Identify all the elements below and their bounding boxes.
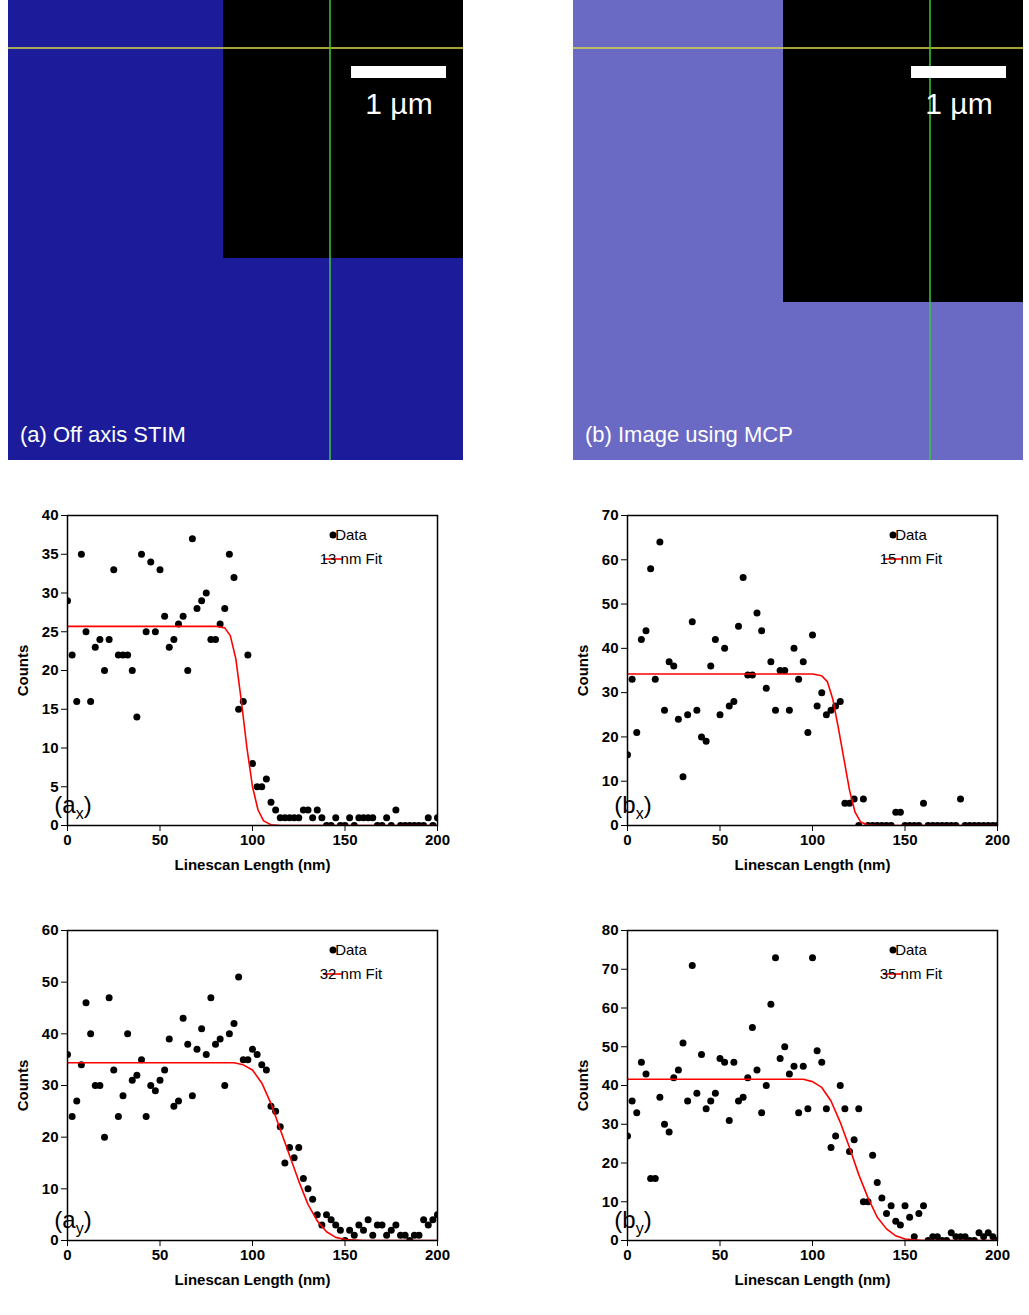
svg-text:(by): (by)	[614, 1206, 651, 1237]
svg-text:150: 150	[332, 831, 357, 848]
svg-text:60: 60	[42, 921, 59, 938]
svg-text:0: 0	[623, 831, 631, 848]
svg-text:32 nm Fit: 32 nm Fit	[320, 965, 383, 982]
svg-text:Data: Data	[335, 526, 367, 543]
svg-text:150: 150	[332, 1246, 357, 1263]
svg-text:50: 50	[152, 1246, 169, 1263]
svg-text:150: 150	[892, 1246, 917, 1263]
svg-text:(b) Image using MCP: (b) Image using MCP	[585, 422, 793, 447]
svg-text:Linescan Length (nm): Linescan Length (nm)	[735, 1271, 891, 1288]
svg-text:10: 10	[42, 1180, 59, 1197]
svg-text:Linescan Length (nm): Linescan Length (nm)	[735, 856, 891, 873]
svg-text:20: 20	[602, 728, 619, 745]
svg-text:0: 0	[610, 1231, 618, 1248]
svg-text:25: 25	[42, 623, 59, 640]
svg-text:(ay): (ay)	[54, 1206, 91, 1237]
svg-text:70: 70	[602, 506, 619, 523]
svg-text:40: 40	[42, 1025, 59, 1042]
svg-text:80: 80	[602, 921, 619, 938]
svg-text:30: 30	[42, 1076, 59, 1093]
svg-text:50: 50	[712, 831, 729, 848]
svg-text:200: 200	[425, 1246, 450, 1263]
svg-text:10: 10	[602, 772, 619, 789]
svg-text:40: 40	[602, 1076, 619, 1093]
svg-text:0: 0	[610, 816, 618, 833]
svg-text:1 µm: 1 µm	[365, 87, 432, 120]
svg-text:0: 0	[63, 831, 71, 848]
svg-text:35: 35	[42, 545, 59, 562]
svg-text:20: 20	[602, 1154, 619, 1171]
svg-text:5: 5	[50, 777, 59, 795]
svg-text:0: 0	[63, 1246, 71, 1263]
svg-text:20: 20	[42, 1128, 59, 1145]
svg-text:35 nm Fit: 35 nm Fit	[880, 965, 943, 982]
svg-text:Data: Data	[335, 941, 367, 958]
svg-text:0: 0	[50, 1231, 58, 1248]
svg-text:60: 60	[602, 551, 619, 568]
svg-text:(a) Off axis STIM: (a) Off axis STIM	[20, 422, 186, 447]
svg-text:15 nm Fit: 15 nm Fit	[880, 550, 943, 567]
svg-text:1 µm: 1 µm	[925, 87, 992, 120]
svg-text:100: 100	[240, 831, 265, 848]
svg-text:200: 200	[985, 1246, 1010, 1263]
svg-text:Data: Data	[895, 941, 927, 958]
svg-text:40: 40	[42, 506, 59, 523]
svg-text:50: 50	[712, 1246, 729, 1263]
svg-text:30: 30	[602, 683, 619, 700]
svg-text:13 nm Fit: 13 nm Fit	[320, 550, 383, 567]
svg-text:Counts: Counts	[14, 1060, 31, 1112]
svg-text:Data: Data	[895, 526, 927, 543]
svg-text:50: 50	[602, 1038, 619, 1055]
svg-text:50: 50	[602, 595, 619, 612]
svg-text:70: 70	[602, 960, 619, 977]
svg-text:100: 100	[240, 1246, 265, 1263]
svg-text:150: 150	[892, 831, 917, 848]
svg-text:(ax): (ax)	[54, 791, 91, 822]
svg-text:50: 50	[42, 973, 59, 990]
svg-text:Counts: Counts	[574, 1060, 591, 1112]
svg-text:200: 200	[985, 831, 1010, 848]
svg-text:40: 40	[602, 639, 619, 656]
svg-text:0: 0	[50, 816, 58, 833]
svg-text:200: 200	[425, 831, 450, 848]
svg-text:15: 15	[42, 700, 59, 717]
svg-text:30: 30	[602, 1115, 619, 1132]
svg-text:30: 30	[42, 584, 59, 601]
svg-text:Linescan Length (nm): Linescan Length (nm)	[175, 856, 331, 873]
svg-text:10: 10	[42, 739, 59, 756]
svg-text:0: 0	[623, 1246, 631, 1263]
svg-text:100: 100	[800, 1246, 825, 1263]
svg-text:50: 50	[152, 831, 169, 848]
svg-text:Counts: Counts	[14, 645, 31, 697]
svg-text:10: 10	[601, 1192, 619, 1210]
svg-text:20: 20	[42, 661, 59, 678]
svg-text:(bx): (bx)	[614, 791, 651, 822]
svg-text:Counts: Counts	[574, 645, 591, 697]
svg-text:100: 100	[800, 831, 825, 848]
svg-text:60: 60	[602, 999, 619, 1016]
svg-text:Linescan Length (nm): Linescan Length (nm)	[175, 1271, 331, 1288]
